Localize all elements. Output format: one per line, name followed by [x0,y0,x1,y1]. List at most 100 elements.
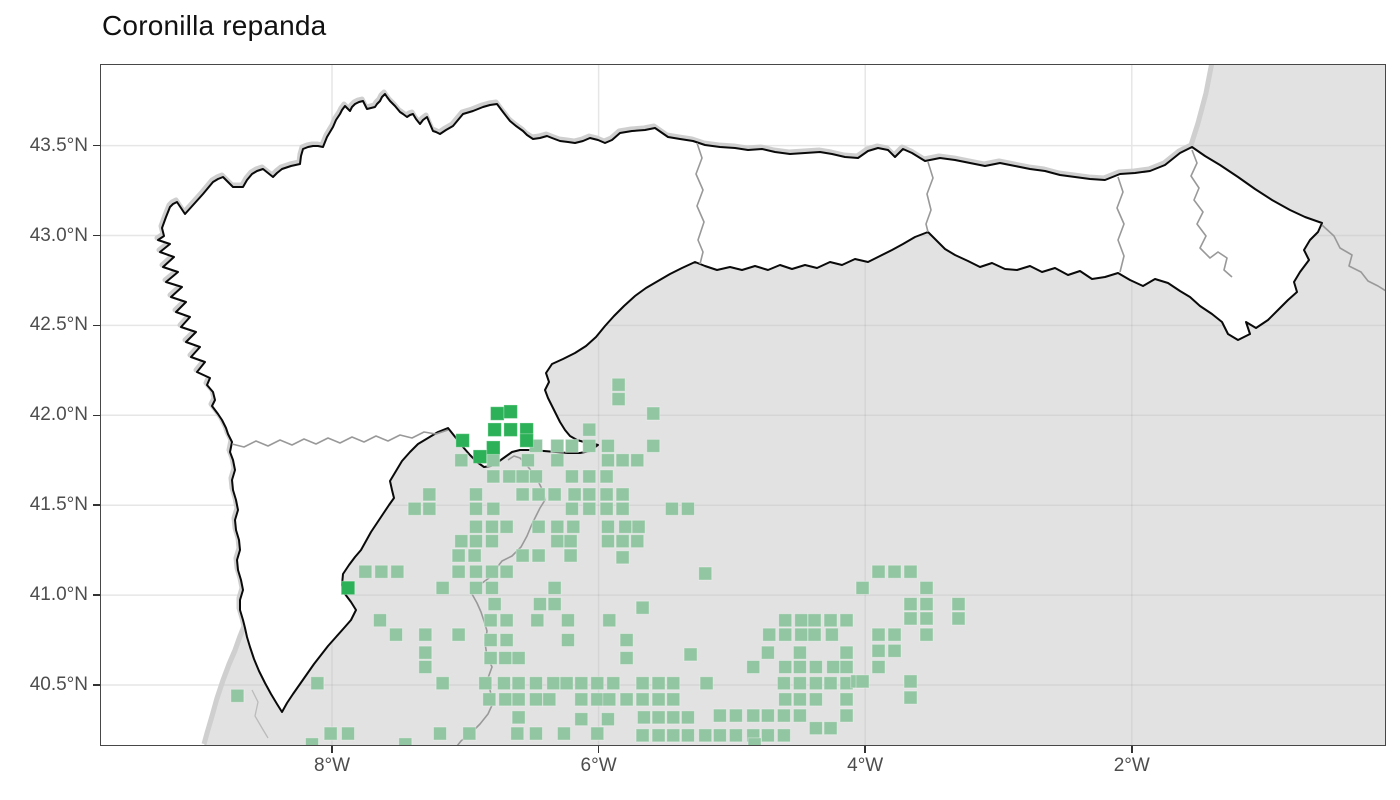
occurrence-square [502,403,518,419]
occurrence-square [680,501,695,516]
occurrence-square [629,452,644,467]
occurrence-square [483,632,498,647]
occurrence-square [453,452,468,467]
occurrence-square [581,438,596,453]
occurrence-square [631,519,646,534]
occurrence-square [497,691,512,706]
occurrence-square [776,675,791,690]
occurrence-square [511,691,526,706]
occurrence-square [461,726,476,741]
occurrence-square [760,645,775,660]
occurrence-square [697,566,712,581]
occurrence-square [589,675,604,690]
y-tick-label: 43.5°N [29,134,88,156]
occurrence-square [712,708,727,723]
occurrence-square [823,612,838,627]
occurrence-square [483,612,498,627]
occurrence-square [601,612,616,627]
y-tick-mark [93,414,100,417]
occurrence-square [728,727,743,742]
occurrence-square [792,691,807,706]
occurrence-square [760,708,775,723]
y-tick-mark [93,144,100,147]
occurrence-square [680,727,695,742]
occurrence-square [468,564,483,579]
occurrence-square [600,452,615,467]
occurrence-points [229,377,966,745]
occurrence-square [454,432,470,448]
occurrence-square [589,691,604,706]
occurrence-square [635,691,650,706]
occurrence-square [651,691,666,706]
occurrence-square [792,675,807,690]
occurrence-square [699,675,714,690]
occurrence-square [823,675,838,690]
occurrence-square [619,632,634,647]
occurrence-square [871,659,886,674]
occurrence-square [635,600,650,615]
occurrence-square [549,533,564,548]
x-tick-mark [597,746,600,753]
y-tick-mark [93,684,100,686]
occurrence-square [599,468,614,483]
occurrence-square [615,486,630,501]
occurrence-square [340,580,355,595]
y-tick-label: 43.0°N [29,224,88,246]
occurrence-square [496,675,511,690]
occurrence-square [467,548,482,563]
occurrence-square [903,564,918,579]
occurrence-square [665,727,680,742]
occurrence-square [515,548,530,563]
occurrence-square [745,659,760,674]
occurrence-square [560,632,575,647]
occurrence-square [615,452,630,467]
occurrence-square [903,610,918,625]
occurrence-square [887,564,902,579]
occurrence-square [499,564,514,579]
occurrence-square [573,711,588,726]
x-tick-mark [864,746,866,753]
occurrence-square [665,675,680,690]
occurrence-square [229,688,244,703]
occurrence-square [839,612,854,627]
occurrence-square [547,596,562,611]
occurrence-square [651,727,666,742]
occurrence-square [531,548,546,563]
occurrence-square [531,519,546,534]
occurrence-square [601,691,616,706]
occurrence-square [712,727,727,742]
occurrence-square [589,726,604,741]
occurrence-square [468,519,483,534]
occurrence-square [499,519,514,534]
occurrence-square [323,726,338,741]
occurrence-square [477,675,492,690]
occurrence-square [559,675,574,690]
occurrence-square [615,501,630,516]
occurrence-square [453,533,468,548]
plot-title: Coronilla repanda [102,10,327,41]
occurrence-square [871,643,886,658]
occurrence-square [600,533,615,548]
occurrence-square [951,610,966,625]
occurrence-square [564,501,579,516]
occurrence-square [903,673,918,688]
occurrence-square [397,736,412,745]
occurrence-square [635,675,650,690]
occurrence-square [808,691,823,706]
x-tick-label: 2°W [1113,755,1150,776]
occurrence-square [547,580,562,595]
occurrence-square [839,708,854,723]
occurrence-square [484,533,499,548]
y-tick-label: 40.5°N [29,674,88,695]
occurrence-square [515,486,530,501]
x-tick-label: 8°W [313,755,351,776]
occurrence-square [499,632,514,647]
occurrence-square [615,549,630,564]
occurrence-square [532,596,547,611]
occurrence-square [547,486,562,501]
occurrence-square [564,438,579,453]
occurrence-square [825,659,840,674]
occurrence-square [563,548,578,563]
occurrence-square [541,691,556,706]
